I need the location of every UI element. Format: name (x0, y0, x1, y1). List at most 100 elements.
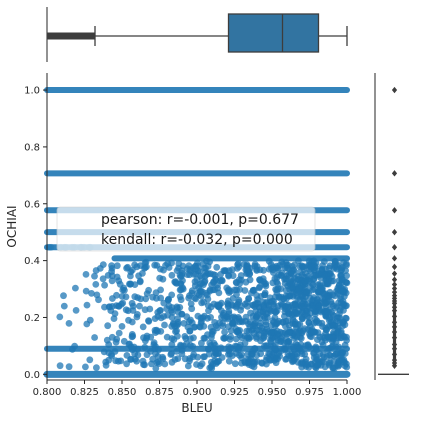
scatter-point (339, 287, 347, 295)
scatter-point (220, 334, 228, 342)
scatter-point (187, 341, 194, 349)
scatter-point (319, 333, 327, 340)
scatter-point (205, 345, 212, 353)
scatter-point (168, 341, 176, 348)
scatter-point (326, 358, 334, 366)
scatter-point (108, 272, 116, 280)
scatter-point (284, 303, 292, 311)
scatter-point (262, 318, 270, 326)
scatter-point (246, 276, 254, 284)
scatter-point (91, 272, 98, 280)
scatter-point (224, 300, 232, 307)
scatter-point (280, 295, 288, 302)
scatter-point (65, 320, 73, 327)
scatter-point (299, 263, 307, 271)
scatter-point (177, 280, 185, 288)
scatter-point (326, 315, 334, 322)
scatter-point (334, 284, 342, 292)
x-tick-label: 0.825 (70, 387, 99, 398)
scatter-point (297, 334, 305, 342)
scatter-point (265, 257, 273, 265)
scatter-point (174, 355, 182, 362)
scatter-point (204, 302, 212, 309)
scatter-point (120, 337, 128, 345)
scatter-point (200, 264, 208, 272)
scatter-point (305, 318, 313, 326)
scatter-point (211, 341, 219, 349)
scatter-point (212, 349, 220, 357)
scatter-point (290, 343, 297, 351)
scatter-point (267, 298, 274, 306)
scatter-point (273, 334, 281, 342)
scatter-point (136, 302, 143, 310)
scatter-point (334, 328, 342, 336)
scatter-point (188, 305, 196, 313)
scatter-point (104, 322, 112, 330)
scatter-point (82, 287, 90, 295)
scatter-point (340, 359, 348, 366)
scatter-point (278, 347, 286, 354)
x-tick-label: 0.850 (108, 387, 137, 398)
scatter-point (335, 277, 343, 284)
scatter-point (204, 295, 212, 303)
scatter-point (134, 311, 141, 318)
scatter-point (343, 261, 350, 269)
scatter-point (56, 313, 64, 321)
x-tick-label: 0.900 (183, 387, 212, 398)
scatter-point (83, 301, 91, 309)
scatter-point (118, 323, 126, 330)
scatter-point (207, 363, 215, 370)
scatter-point (123, 360, 130, 368)
scatter-point (141, 343, 149, 351)
scatter-point (232, 278, 240, 286)
joint-axes: 0.800 0.825 0.850 0.875 0.900 0.925 0.950 0.975… (24, 73, 361, 398)
scatter-point (216, 277, 224, 285)
scatter-point (159, 275, 167, 283)
x-tick-label: 0.925 (220, 387, 249, 398)
scatter-point (337, 352, 344, 360)
scatter-point (168, 314, 176, 321)
scatter-point (241, 287, 249, 294)
scatter-point (246, 318, 254, 326)
scatter-point (241, 358, 249, 366)
scatter-point (184, 362, 192, 370)
scatter-point (245, 334, 252, 341)
scatter-point (156, 307, 164, 315)
scatter-point (227, 327, 235, 335)
scatter-point (99, 261, 107, 268)
scatter-point (47, 243, 55, 251)
scatter-point (285, 321, 293, 329)
scatter-point (185, 318, 193, 326)
scatter-point (133, 263, 141, 271)
annotation-pearson: pearson: r=-0.001, p=0.677 (101, 212, 299, 228)
scatter-point (234, 314, 242, 321)
scatter-point (186, 292, 193, 299)
scatter-point (262, 282, 270, 290)
scatter-point (329, 291, 337, 299)
scatter-point (157, 286, 165, 294)
x-marginal-boxplot (46, 7, 348, 62)
y-outlier-marker (391, 288, 398, 296)
scatter-point (307, 268, 314, 275)
scatter-point (108, 277, 116, 285)
scatter-point (125, 280, 133, 288)
scatter-point (198, 317, 205, 325)
y-outlier-marker (391, 276, 398, 283)
y-outlier-marker (391, 255, 398, 262)
scatter-point (295, 285, 303, 293)
scatter-point (161, 321, 168, 329)
scatter-point (82, 271, 90, 278)
scatter-point (271, 345, 279, 353)
scatter-point (105, 341, 113, 348)
y-tick-label: 0.4 (24, 256, 40, 267)
scatter-point (161, 360, 169, 368)
scatter-point (314, 362, 322, 369)
scatter-point (60, 292, 67, 300)
scatter-point (182, 335, 190, 342)
scatter-point (279, 301, 286, 308)
scatter-point (295, 257, 302, 265)
scatter-point (150, 341, 158, 348)
scatter-point (331, 364, 338, 372)
scatter-point (93, 291, 101, 299)
